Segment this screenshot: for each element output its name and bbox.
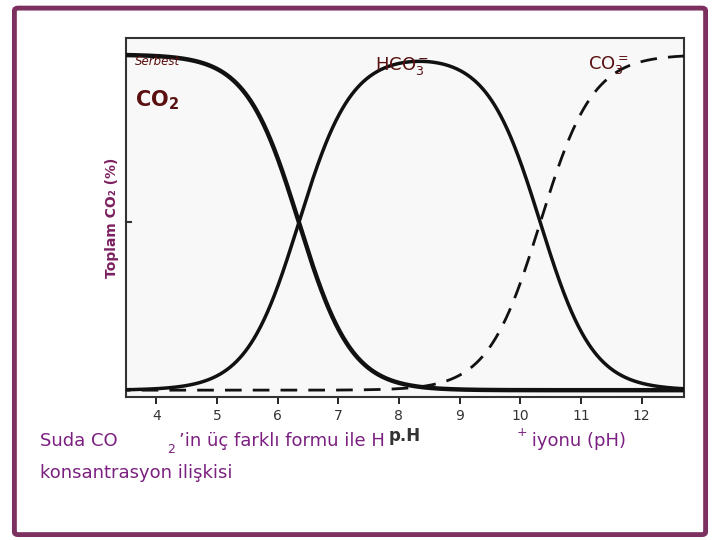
Y-axis label: Toplam CO₂ (%): Toplam CO₂ (%) <box>105 157 119 278</box>
Text: konsantrasyon ilişkisi: konsantrasyon ilişkisi <box>40 464 232 482</box>
Text: $\mathbf{CO_2}$: $\mathbf{CO_2}$ <box>135 88 179 112</box>
Text: $\mathrm{HCO_3^-}$: $\mathrm{HCO_3^-}$ <box>374 55 429 77</box>
Text: ’in üç farklı formu ile H: ’in üç farklı formu ile H <box>179 431 384 449</box>
Text: 2: 2 <box>167 442 175 456</box>
Text: iyonu (pH): iyonu (pH) <box>526 431 626 449</box>
Text: $\mathrm{CO_3^{=}}$: $\mathrm{CO_3^{=}}$ <box>588 55 629 77</box>
Text: Suda CO: Suda CO <box>40 431 117 449</box>
X-axis label: p.H: p.H <box>389 427 421 445</box>
Text: Serbest: Serbest <box>135 55 180 68</box>
Text: +: + <box>517 426 528 439</box>
